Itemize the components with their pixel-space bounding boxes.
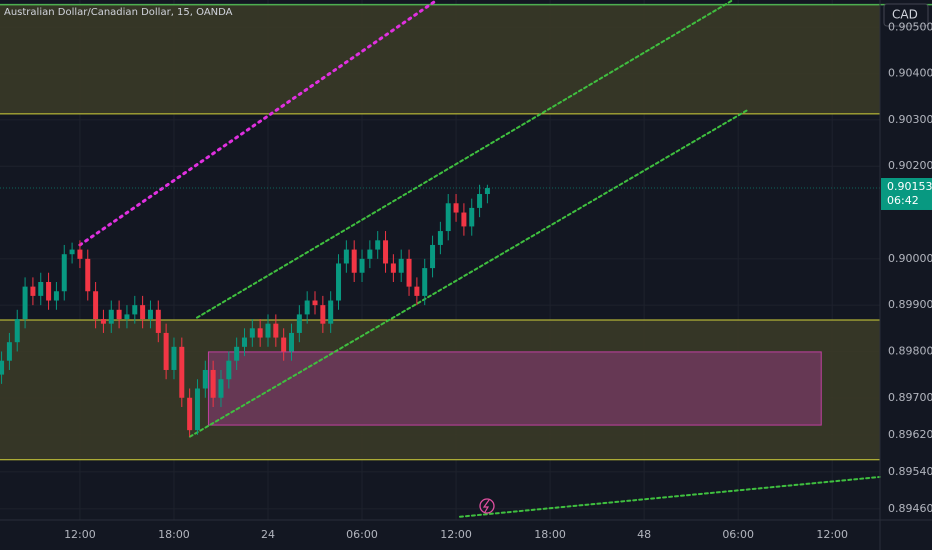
candle-body	[422, 268, 428, 296]
countdown-label: 06:42	[887, 194, 919, 207]
x-tick-label: 48	[637, 528, 651, 541]
candle-body	[53, 291, 59, 301]
candle-body	[343, 249, 349, 264]
candle-body	[93, 291, 99, 320]
last-price-box	[881, 177, 932, 210]
y-tick-label: 0.89700	[888, 391, 932, 404]
candle-body	[22, 286, 28, 320]
candle-body	[359, 258, 365, 273]
candle-body	[0, 360, 5, 375]
candle-body	[265, 323, 271, 338]
candle-body	[336, 263, 342, 301]
last-price-label: 0.90153	[887, 180, 932, 193]
x-tick-label: 12:00	[64, 528, 96, 541]
x-tick-label: 18:00	[158, 528, 190, 541]
candle-body	[477, 194, 483, 208]
candle-body	[430, 244, 436, 269]
y-tick-label: 0.90400	[888, 67, 932, 80]
candle-body	[140, 305, 146, 320]
candle-body	[163, 332, 169, 370]
plot-area	[0, 0, 932, 520]
candle-body	[187, 397, 193, 431]
candle-body	[218, 379, 224, 398]
y-tick-label: 0.89800	[888, 344, 932, 357]
candle-body	[398, 258, 404, 273]
symbol-title: Australian Dollar/Canadian Dollar, 15, O…	[4, 7, 233, 18]
candle-body	[132, 305, 138, 315]
candle-body	[124, 314, 130, 320]
candle-body	[116, 309, 122, 320]
candle-body	[241, 337, 247, 347]
x-tick-label: 12:00	[816, 528, 848, 541]
candle-body	[289, 332, 295, 352]
candle-body	[226, 360, 232, 380]
candle-body	[30, 286, 36, 296]
candle-body	[171, 346, 177, 370]
candle-body	[414, 286, 420, 296]
candle-body	[461, 212, 467, 227]
candle-body	[194, 388, 200, 431]
candle-body	[14, 319, 20, 343]
x-tick-label: 06:00	[722, 528, 754, 541]
candle-body	[249, 328, 255, 338]
candle-body	[234, 346, 240, 361]
candle-body	[257, 328, 263, 338]
candle-body	[351, 249, 357, 273]
candle-body	[77, 249, 83, 259]
candle-body	[210, 369, 216, 398]
y-tick-label: 0.89620	[888, 428, 932, 441]
candle-body	[390, 263, 396, 273]
candle-body	[85, 258, 91, 292]
y-tick-label: 0.90000	[888, 252, 932, 265]
candle-body	[469, 207, 475, 227]
candle-body	[69, 249, 75, 255]
candle-body	[61, 254, 67, 292]
candle-body	[383, 240, 389, 264]
candle-body	[406, 258, 412, 287]
candle-body	[202, 369, 208, 389]
y-tick-label: 0.90200	[888, 159, 932, 172]
candle-body	[367, 249, 373, 259]
y-tick-label: 0.89460	[888, 502, 932, 515]
range-box	[207, 351, 822, 426]
x-tick-label: 18:00	[534, 528, 566, 541]
trend-line	[78, 0, 439, 247]
candle-body	[281, 337, 287, 352]
candle-body	[312, 300, 318, 306]
candle-body	[328, 300, 334, 324]
candle-body	[304, 300, 310, 315]
y-tick-label: 0.89540	[888, 465, 932, 478]
candle-body	[108, 309, 114, 324]
trend-line	[458, 475, 881, 518]
zone	[0, 4, 880, 114]
alert-icon[interactable]	[479, 498, 495, 514]
candle-body	[296, 314, 302, 333]
y-tick-label: 0.90300	[888, 113, 932, 126]
trend-line	[196, 0, 734, 319]
candle-body	[437, 231, 443, 245]
y-tick-label: 0.89900	[888, 298, 932, 311]
candle-body	[46, 281, 52, 301]
candle-body	[273, 323, 279, 338]
candle-body	[484, 187, 490, 195]
candle-body	[179, 346, 185, 398]
x-tick-label: 24	[261, 528, 275, 541]
candle-body	[445, 203, 451, 232]
candle-body	[155, 309, 161, 333]
currency-label[interactable]: CAD	[892, 8, 918, 22]
x-tick-label: 12:00	[440, 528, 472, 541]
candle-body	[375, 240, 381, 250]
candle-body	[453, 203, 459, 213]
candle-body	[6, 342, 12, 361]
trend-line	[188, 108, 750, 438]
candle-body	[100, 319, 106, 324]
y-tick-label: 0.90500	[888, 20, 932, 33]
x-tick-label: 06:00	[346, 528, 378, 541]
candle-body	[320, 305, 326, 324]
candle-body	[38, 281, 44, 296]
currency-button[interactable]	[883, 3, 929, 27]
candle-body	[147, 309, 153, 320]
